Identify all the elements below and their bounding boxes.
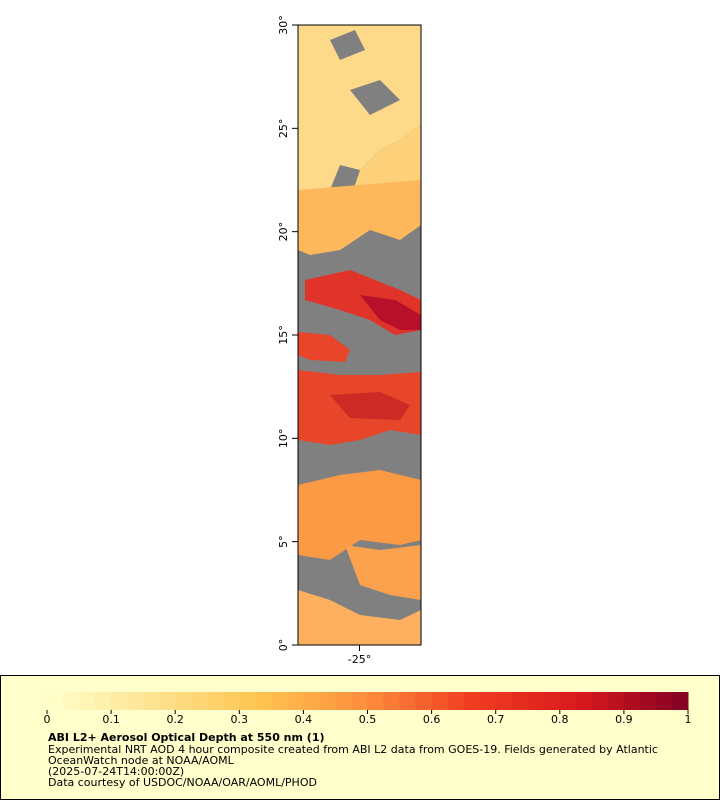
colorbar-swatch xyxy=(255,692,272,710)
colorbar-swatch xyxy=(543,692,561,710)
colorbar-swatch xyxy=(655,692,673,710)
colorbar-tick-label: 0.3 xyxy=(231,713,249,726)
colorbar: 0 0.1 0.2 0.3 0.4 0.5 0.6 0.7 0.8 0.9 1 xyxy=(44,692,692,726)
aod-moderate-region xyxy=(345,545,421,600)
colorbar-swatch xyxy=(623,692,641,710)
colorbar-swatch xyxy=(159,692,176,710)
colorbar-swatch xyxy=(415,692,433,710)
colorbar-swatch xyxy=(175,692,192,710)
colorbar-swatch xyxy=(95,692,112,710)
colorbar-swatch xyxy=(63,692,80,710)
legend-line: Experimental NRT AOD 4 hour composite cr… xyxy=(48,743,658,756)
colorbar-tick-label: 0.8 xyxy=(551,713,569,726)
colorbar-swatch xyxy=(639,692,657,710)
colorbar-swatch xyxy=(479,692,497,710)
colorbar-swatch xyxy=(383,692,401,710)
colorbar-swatch xyxy=(271,692,288,710)
colorbar-tick-label: 0.5 xyxy=(359,713,377,726)
no-data-patch xyxy=(350,80,400,115)
colorbar-swatch xyxy=(495,692,513,710)
legend-line: (2025-07-24T14:00:00Z) xyxy=(48,765,184,778)
colorbar-swatch xyxy=(335,692,352,710)
colorbar-swatch xyxy=(143,692,160,710)
legend-text: Experimental NRT AOD 4 hour composite cr… xyxy=(48,743,658,789)
aod-high-region xyxy=(298,332,350,362)
colorbar-tick-label: 0.4 xyxy=(295,713,313,726)
axes: 0° 5° 10° 15° 20° 25° 30° -25° xyxy=(277,15,371,666)
aod-raster xyxy=(298,25,421,645)
colorbar-tick-label: 0.9 xyxy=(615,713,633,726)
colorbar-tick-label: 0 xyxy=(44,713,51,726)
colorbar-swatch xyxy=(223,692,240,710)
colorbar-swatch xyxy=(527,692,545,710)
y-tick-label: 30° xyxy=(277,15,290,35)
colorbar-swatch xyxy=(591,692,609,710)
colorbar-swatch xyxy=(319,692,336,710)
legend-line: OceanWatch node at NOAA/AOML xyxy=(48,754,235,767)
aod-low-region xyxy=(298,25,421,200)
colorbar-swatch xyxy=(447,692,465,710)
aod-moderate-region xyxy=(298,470,421,560)
aod-very-high-region xyxy=(330,392,410,420)
no-data-patch xyxy=(330,30,365,60)
legend-line: Data courtesy of USDOC/NOAA/OAR/AOML/PHO… xyxy=(48,776,317,789)
colorbar-tick-label: 0.6 xyxy=(423,713,441,726)
colorbar-swatch xyxy=(303,692,320,710)
y-tick-label: 15° xyxy=(277,325,290,345)
y-tick-label: 0° xyxy=(277,639,290,652)
colorbar-swatch xyxy=(111,692,128,710)
colorbar-swatch xyxy=(463,692,481,710)
colorbar-swatch xyxy=(127,692,144,710)
colorbar-swatch xyxy=(207,692,224,710)
colorbar-swatch xyxy=(367,692,385,710)
y-tick-label: 5° xyxy=(277,535,290,548)
x-tick-label: -25° xyxy=(348,653,371,666)
colorbar-swatch xyxy=(511,692,529,710)
colorbar-swatch xyxy=(287,692,304,710)
colorbar-swatch xyxy=(191,692,208,710)
colorbar-swatch xyxy=(399,692,417,710)
colorbar-swatch xyxy=(575,692,593,710)
y-tick-label: 10° xyxy=(277,429,290,449)
y-tick-label: 25° xyxy=(277,119,290,139)
colorbar-swatch xyxy=(79,692,96,710)
colorbar-swatch xyxy=(47,692,64,710)
colorbar-tick-label: 0.1 xyxy=(102,713,120,726)
colorbar-tick-label: 1 xyxy=(685,713,692,726)
aod-moderate-region xyxy=(298,180,421,255)
y-tick-label: 20° xyxy=(277,222,290,242)
colorbar-swatch xyxy=(671,692,689,710)
colorbar-swatch xyxy=(351,692,368,710)
legend-title: ABI L2+ Aerosol Optical Depth at 550 nm … xyxy=(48,731,325,744)
colorbar-swatch xyxy=(239,692,256,710)
colorbar-tick-label: 0.2 xyxy=(166,713,184,726)
aod-very-high-region xyxy=(360,295,421,330)
aod-moderate-region xyxy=(298,590,421,645)
colorbar-swatch xyxy=(431,692,449,710)
colorbar-tick-label: 0.7 xyxy=(487,713,505,726)
colorbar-swatch xyxy=(607,692,625,710)
colorbar-swatch xyxy=(559,692,577,710)
